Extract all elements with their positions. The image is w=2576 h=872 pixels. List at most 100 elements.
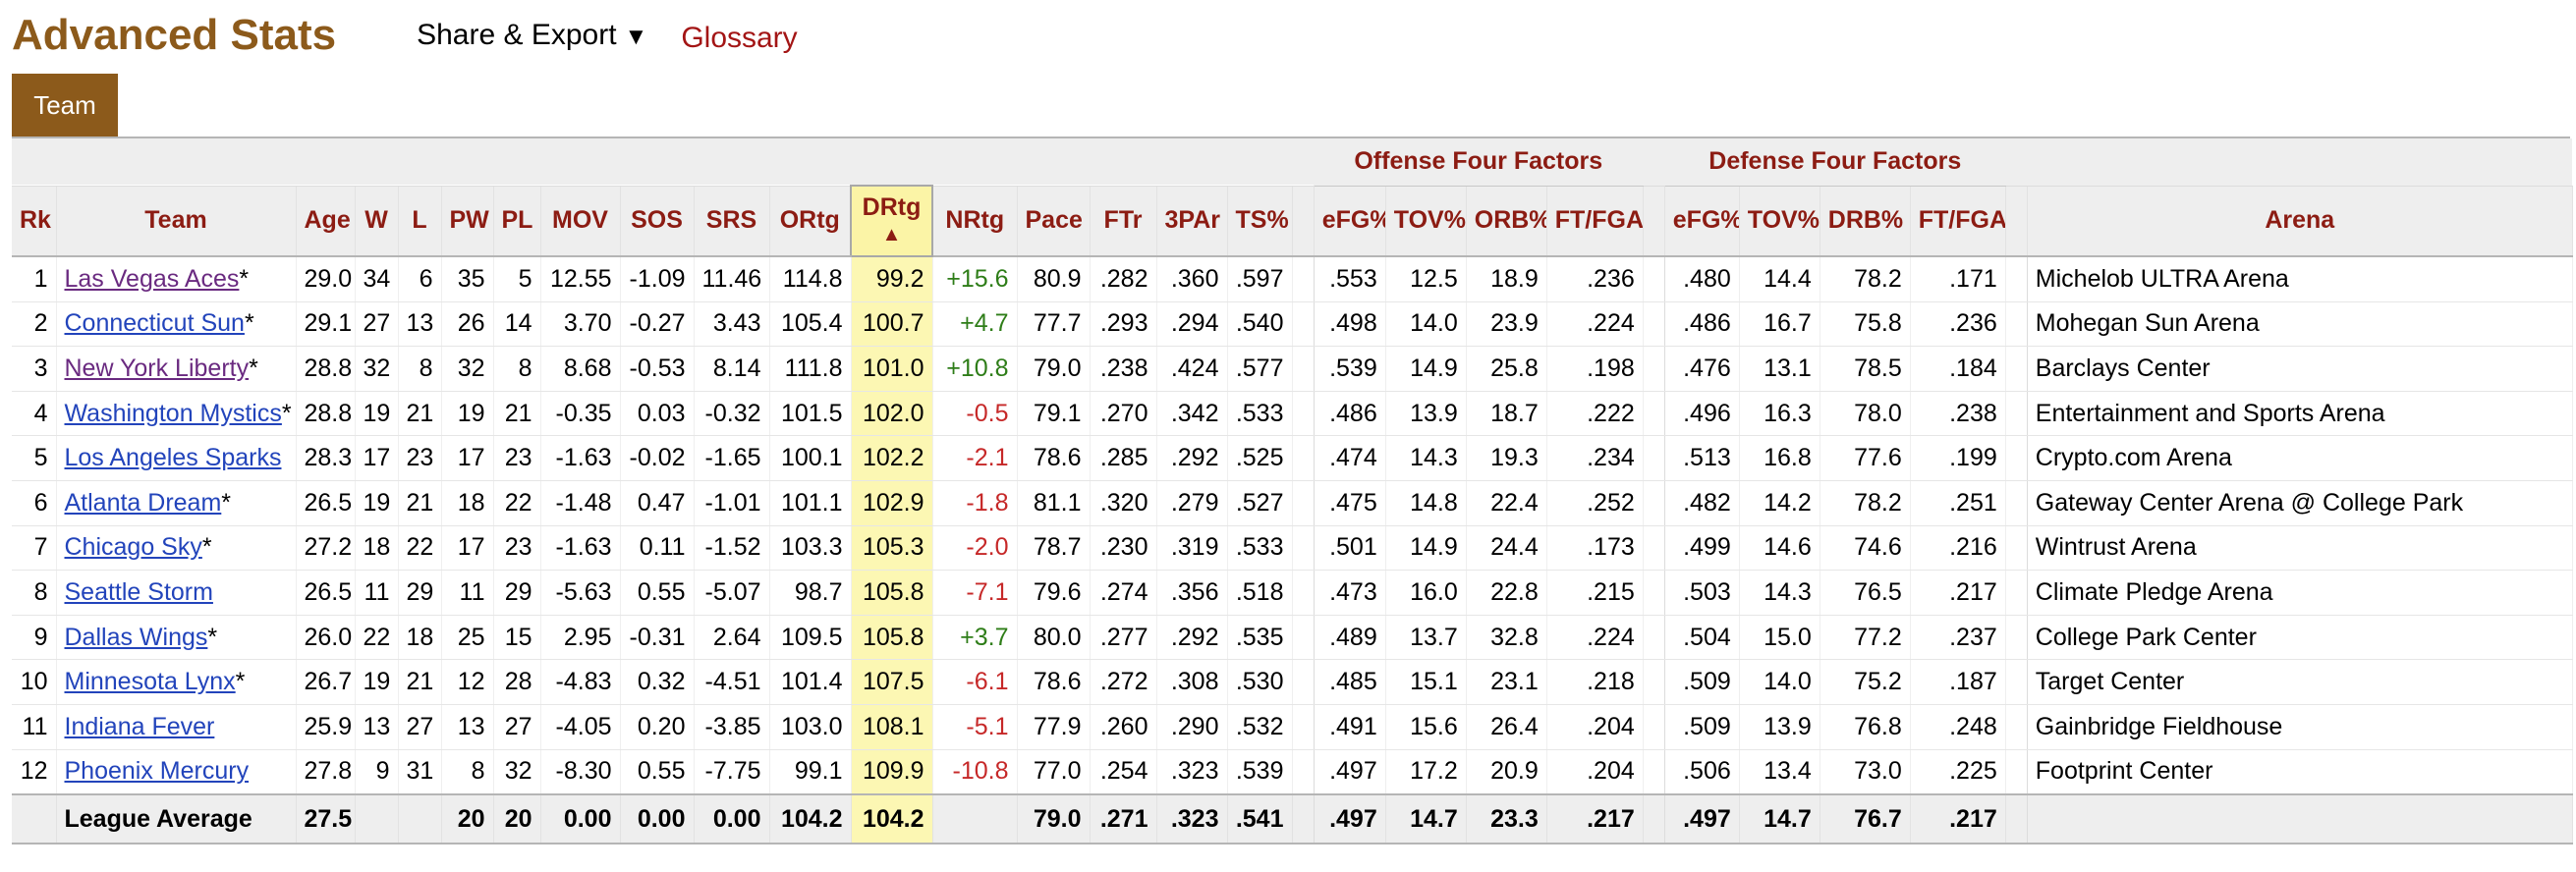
- cell-age: 28.8: [296, 346, 356, 392]
- team-link[interactable]: Dallas Wings: [64, 623, 208, 651]
- avg-pw: 20: [441, 793, 494, 845]
- col-header-rk[interactable]: Rk: [12, 186, 57, 257]
- col-header-pace[interactable]: Pace: [1017, 186, 1091, 257]
- cell-arena: Target Center: [2027, 659, 2573, 705]
- cell-age: 28.8: [296, 391, 356, 437]
- column-spacer: [1643, 704, 1665, 750]
- cell-3par: .292: [1156, 615, 1228, 661]
- team-link[interactable]: Seattle Storm: [64, 577, 213, 606]
- share-export-menu[interactable]: Share & Export ▼: [417, 19, 647, 52]
- cell-arena: Entertainment and Sports Arena: [2027, 391, 2573, 437]
- cell-def-efg: .506: [1664, 749, 1740, 795]
- team-link[interactable]: New York Liberty: [64, 354, 250, 382]
- cell-age: 25.9: [296, 704, 356, 750]
- cell-def-efg: .482: [1664, 480, 1740, 526]
- col-header-3par[interactable]: 3PAr: [1156, 186, 1228, 257]
- cell-pace: 77.9: [1017, 704, 1091, 750]
- cell-off-ftfga: .222: [1546, 391, 1644, 437]
- col-header-pl[interactable]: PL: [493, 186, 541, 257]
- col-header-pw[interactable]: PW: [441, 186, 494, 257]
- team-link[interactable]: Las Vegas Aces: [64, 264, 240, 293]
- table-row: 8 Seattle Storm 26.5 11 29 11 29 -5.63 0.55 -5.07…: [12, 570, 2573, 616]
- cell-age: 29.0: [296, 256, 356, 302]
- col-header-ortg[interactable]: ORtg: [769, 186, 852, 257]
- team-link[interactable]: Atlanta Dream: [64, 488, 222, 517]
- defense-four-factors-header: Defense Four Factors: [1664, 138, 2006, 187]
- cell-srs: -1.01: [694, 480, 770, 526]
- cell-def-tov: 14.3: [1739, 570, 1820, 616]
- col-header-off-tov[interactable]: TOV%: [1385, 186, 1467, 257]
- cell-ftr: .282: [1090, 256, 1157, 302]
- cell-ts: .532: [1227, 704, 1293, 750]
- offense-four-factors-header: Offense Four Factors: [1314, 138, 1644, 187]
- cell-mov: -8.30: [540, 749, 621, 795]
- avg-off-ftfga: .217: [1546, 793, 1644, 845]
- col-header-arena[interactable]: Arena: [2027, 186, 2573, 257]
- cell-mov: 12.55: [540, 256, 621, 302]
- team-link[interactable]: Connecticut Sun: [64, 309, 245, 338]
- col-header-l[interactable]: L: [398, 186, 442, 257]
- cell-drtg: 105.8: [851, 615, 933, 661]
- col-header-def-drb[interactable]: DRB%: [1820, 186, 1911, 257]
- cell-arena: Climate Pledge Arena: [2027, 570, 2573, 616]
- advanced-stats-table: Offense Four Factors Defense Four Factor…: [12, 138, 2573, 845]
- col-header-ts[interactable]: TS%: [1227, 186, 1293, 257]
- cell-off-efg: .497: [1314, 749, 1386, 795]
- cell-rk: 6: [12, 480, 57, 526]
- col-header-def-ftfga[interactable]: FT/FGA: [1910, 186, 2006, 257]
- cell-ts: .597: [1227, 256, 1293, 302]
- team-link[interactable]: Chicago Sky: [64, 533, 202, 562]
- cell-def-drb: 75.8: [1820, 301, 1911, 348]
- cell-nrtg: +10.8: [932, 346, 1018, 392]
- cell-off-tov: 14.0: [1385, 301, 1467, 348]
- cell-off-tov: 13.7: [1385, 615, 1467, 661]
- tab-team[interactable]: Team: [12, 74, 118, 136]
- cell-srs: 11.46: [694, 256, 770, 302]
- team-link[interactable]: Indiana Fever: [64, 712, 215, 740]
- avg-ts: .541: [1227, 793, 1293, 845]
- team-link[interactable]: Los Angeles Sparks: [64, 444, 282, 472]
- cell-drtg: 102.9: [851, 480, 933, 526]
- table-row: 12 Phoenix Mercury 27.8 9 31 8 32 -8.30 0.55 -7.7…: [12, 749, 2573, 795]
- col-header-w[interactable]: W: [355, 186, 399, 257]
- cell-rk: 12: [12, 749, 57, 795]
- cell-mov: -1.63: [540, 525, 621, 572]
- col-header-ftr[interactable]: FTr: [1090, 186, 1157, 257]
- cell-off-orb: 23.1: [1466, 659, 1547, 705]
- page-title: Advanced Stats: [12, 11, 337, 59]
- cell-drtg: 102.2: [851, 435, 933, 481]
- col-header-sos[interactable]: SOS: [620, 186, 695, 257]
- column-spacer: [1292, 525, 1315, 572]
- cell-ortg: 103.3: [769, 525, 852, 572]
- cell-l: 29: [398, 570, 442, 616]
- cell-ftr: .254: [1090, 749, 1157, 795]
- col-header-age[interactable]: Age: [296, 186, 356, 257]
- avg-ftr: .271: [1090, 793, 1157, 845]
- col-header-off-ftfga[interactable]: FT/FGA: [1546, 186, 1644, 257]
- col-header-off-efg[interactable]: eFG%: [1314, 186, 1386, 257]
- col-header-def-efg[interactable]: eFG%: [1664, 186, 1740, 257]
- column-spacer: [1643, 346, 1665, 392]
- cell-def-drb: 78.0: [1820, 391, 1911, 437]
- glossary-link[interactable]: Glossary: [681, 22, 798, 54]
- cell-def-ftfga: .248: [1910, 704, 2006, 750]
- cell-nrtg: -5.1: [932, 704, 1018, 750]
- column-spacer: [2005, 525, 2028, 572]
- col-header-mov[interactable]: MOV: [540, 186, 621, 257]
- col-header-drtg[interactable]: DRtg ▲: [850, 185, 933, 257]
- team-link[interactable]: Washington Mystics: [64, 399, 282, 427]
- team-link[interactable]: Minnesota Lynx: [64, 668, 236, 696]
- col-header-def-tov[interactable]: TOV%: [1739, 186, 1820, 257]
- col-header-team[interactable]: Team: [56, 186, 297, 257]
- cell-pl: 8: [493, 346, 541, 392]
- cell-3par: .308: [1156, 659, 1228, 705]
- cell-def-tov: 14.4: [1739, 256, 1820, 302]
- league-average-label: League Average: [56, 793, 297, 845]
- col-header-nrtg[interactable]: NRtg: [932, 186, 1018, 257]
- cell-pw: 17: [441, 435, 494, 481]
- cell-off-tov: 14.8: [1385, 480, 1467, 526]
- col-header-srs[interactable]: SRS: [694, 186, 770, 257]
- col-header-off-orb[interactable]: ORB%: [1466, 186, 1547, 257]
- cell-l: 21: [398, 391, 442, 437]
- team-link[interactable]: Phoenix Mercury: [64, 757, 250, 786]
